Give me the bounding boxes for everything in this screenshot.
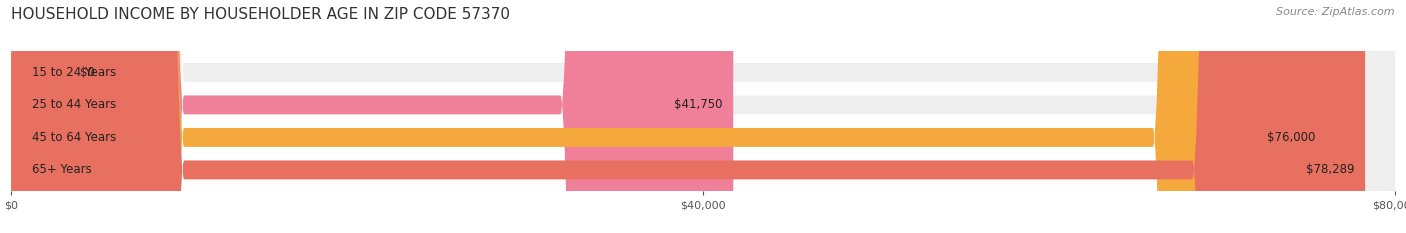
Text: 45 to 64 Years: 45 to 64 Years (32, 131, 117, 144)
FancyBboxPatch shape (11, 0, 1395, 233)
FancyBboxPatch shape (11, 0, 1365, 233)
Text: HOUSEHOLD INCOME BY HOUSEHOLDER AGE IN ZIP CODE 57370: HOUSEHOLD INCOME BY HOUSEHOLDER AGE IN Z… (11, 7, 510, 22)
FancyBboxPatch shape (11, 0, 1395, 233)
Text: Source: ZipAtlas.com: Source: ZipAtlas.com (1277, 7, 1395, 17)
Text: 65+ Years: 65+ Years (32, 163, 91, 176)
FancyBboxPatch shape (11, 0, 1395, 233)
FancyBboxPatch shape (11, 0, 734, 233)
Text: $41,750: $41,750 (675, 98, 723, 111)
Text: $78,289: $78,289 (1306, 163, 1355, 176)
Text: 25 to 44 Years: 25 to 44 Years (32, 98, 117, 111)
FancyBboxPatch shape (11, 0, 1326, 233)
Text: $76,000: $76,000 (1267, 131, 1315, 144)
Text: 15 to 24 Years: 15 to 24 Years (32, 66, 117, 79)
FancyBboxPatch shape (11, 0, 1395, 233)
FancyBboxPatch shape (11, 0, 59, 233)
Text: $0: $0 (80, 66, 96, 79)
